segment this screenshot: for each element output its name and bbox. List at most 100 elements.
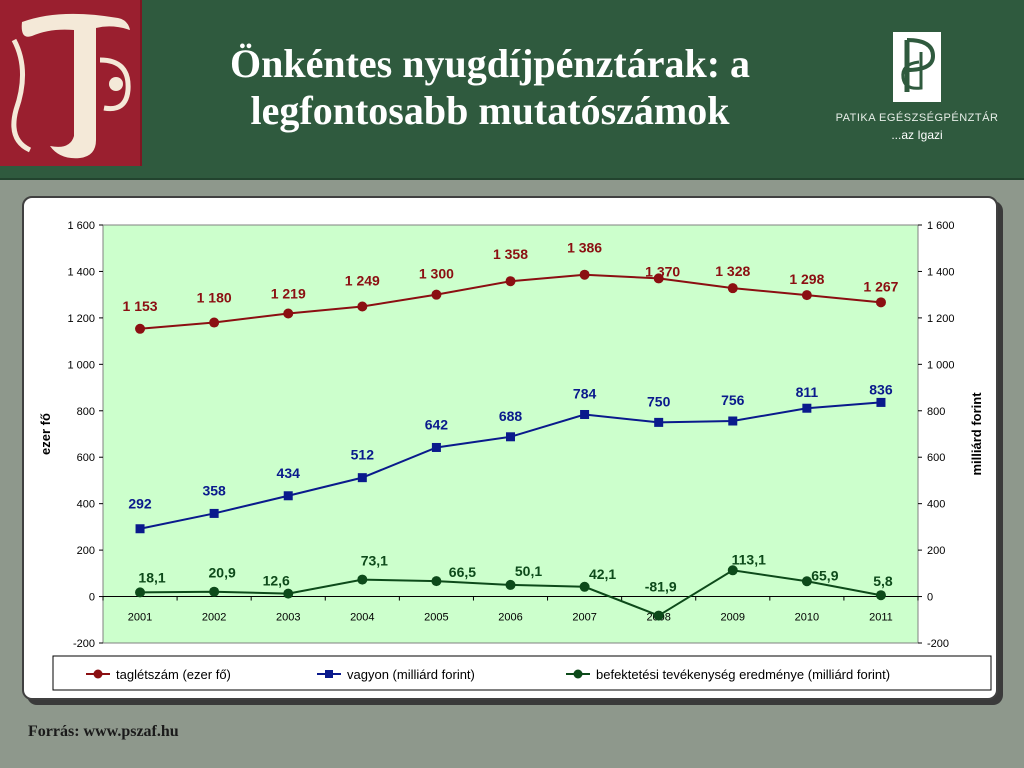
data-label: 1 328 (715, 263, 750, 279)
legend-marker (93, 669, 103, 679)
data-label: 688 (499, 408, 523, 424)
data-label: 358 (202, 482, 226, 498)
data-point (654, 417, 664, 427)
x-tick-label: 2006 (498, 612, 522, 624)
data-label: 1 219 (271, 285, 306, 301)
data-label: 642 (425, 416, 449, 432)
data-point (505, 579, 516, 590)
data-label: 18,1 (138, 569, 165, 585)
data-point (283, 491, 293, 501)
y-tick-label-right: 1 600 (927, 220, 955, 232)
data-point (431, 289, 442, 300)
data-label: 42,1 (589, 566, 616, 582)
slide-header: Önkéntes nyugdíjpénztárak: a legfontosab… (0, 0, 1024, 180)
data-point (727, 565, 738, 576)
x-tick-label: 2001 (128, 612, 152, 624)
y-tick-label-right: 800 (927, 406, 945, 418)
data-label: 12,6 (263, 573, 290, 589)
brand-tagline: ...az Igazi (891, 128, 943, 142)
series-1: 1 153 1 180 1 219 1 249 1 300 1 358 1 386 1 370… (123, 240, 899, 334)
data-label: 1 180 (197, 290, 232, 306)
data-point (802, 403, 812, 413)
y-axis-label-left: ezer fő (38, 413, 53, 455)
data-point (727, 283, 738, 294)
data-label: 512 (351, 447, 375, 463)
legend-item: vagyon (milliárd forint) (317, 667, 475, 682)
data-label: 20,9 (209, 565, 236, 581)
legend-label: taglétszám (ezer fő) (116, 667, 231, 682)
slide-title: Önkéntes nyugdíjpénztárak: a legfontosab… (150, 40, 830, 134)
data-label: 113,1 (732, 551, 766, 567)
source-note: Forrás: www.pszaf.hu (28, 723, 179, 740)
x-tick-label: 2009 (721, 612, 745, 624)
data-point (653, 610, 664, 621)
data-point (875, 297, 886, 308)
data-point (801, 576, 812, 587)
data-label: 1 249 (345, 273, 380, 289)
data-label: 434 (277, 465, 301, 481)
title-line-2: legfontosabb mutatószámok (250, 88, 730, 133)
y-tick-label-right: 600 (927, 452, 945, 464)
data-point (431, 576, 442, 587)
legend-label: vagyon (milliárd forint) (347, 667, 475, 682)
data-point (875, 590, 886, 601)
x-tick-label: 2007 (572, 612, 596, 624)
y-tick-label-left: 800 (77, 406, 95, 418)
t-logo (0, 0, 142, 166)
y-tick-label-right: 400 (927, 499, 945, 511)
y-tick-label-left: 1 000 (67, 359, 95, 371)
data-point (135, 323, 146, 334)
data-label: 784 (573, 385, 597, 401)
legend-marker (325, 670, 333, 678)
data-label: 1 298 (789, 271, 824, 287)
data-point (580, 409, 590, 419)
x-tick-label: 2005 (424, 612, 448, 624)
data-point (579, 269, 590, 280)
data-point (283, 588, 294, 599)
data-point (505, 276, 516, 287)
data-label: 836 (869, 381, 893, 397)
title-line-1: Önkéntes nyugdíjpénztárak: a (229, 41, 751, 86)
data-point (209, 586, 220, 597)
x-tick-label: 2011 (869, 612, 893, 624)
y-tick-label-left: 1 400 (67, 266, 95, 278)
data-point (728, 416, 738, 426)
y-tick-label-left: 600 (77, 452, 95, 464)
y-tick-label-right: 200 (927, 545, 945, 557)
y-tick-label-right: 1 200 (927, 313, 955, 325)
y-tick-label-left: 1 600 (67, 220, 95, 232)
data-label: -81,9 (645, 579, 677, 595)
pp-logo-icon (893, 32, 941, 102)
data-label: 1 386 (567, 240, 602, 256)
data-label: 750 (647, 393, 671, 409)
y-tick-label-right: 1 400 (927, 266, 955, 278)
data-point (431, 442, 441, 452)
legend-label: befektetési tevékenység eredménye (milli… (596, 667, 890, 682)
t-letter-icon (11, 13, 131, 159)
data-point (506, 432, 515, 442)
data-point (653, 273, 664, 284)
legend (52, 655, 992, 691)
data-label: 1 370 (645, 263, 680, 279)
data-label: 292 (128, 496, 152, 512)
data-label: 1 153 (123, 298, 158, 314)
y-tick-label-right: 0 (927, 592, 933, 604)
data-label: 811 (796, 384, 819, 400)
data-point (209, 508, 219, 518)
x-tick-label: 2010 (795, 612, 819, 624)
data-label: 73,1 (361, 553, 388, 569)
data-label: 756 (721, 392, 745, 408)
series-2: 292 358 434 512 642 688 784 750 756 811 836 (128, 381, 893, 534)
data-point (579, 581, 590, 592)
x-tick-label: 2003 (276, 612, 300, 624)
data-label: 66,5 (449, 564, 476, 580)
data-label: 50,1 (515, 563, 542, 579)
data-point (357, 574, 368, 585)
legend-marker (573, 669, 583, 679)
y-tick-label-left: 0 (89, 592, 95, 604)
y-tick-label-left: -200 (73, 638, 95, 650)
brand-name: PATIKA EGÉSZSÉGPÉNZTÁR (835, 112, 999, 124)
data-point (209, 317, 220, 328)
data-point (357, 473, 367, 483)
legend-item: taglétszám (ezer fő) (86, 667, 231, 682)
